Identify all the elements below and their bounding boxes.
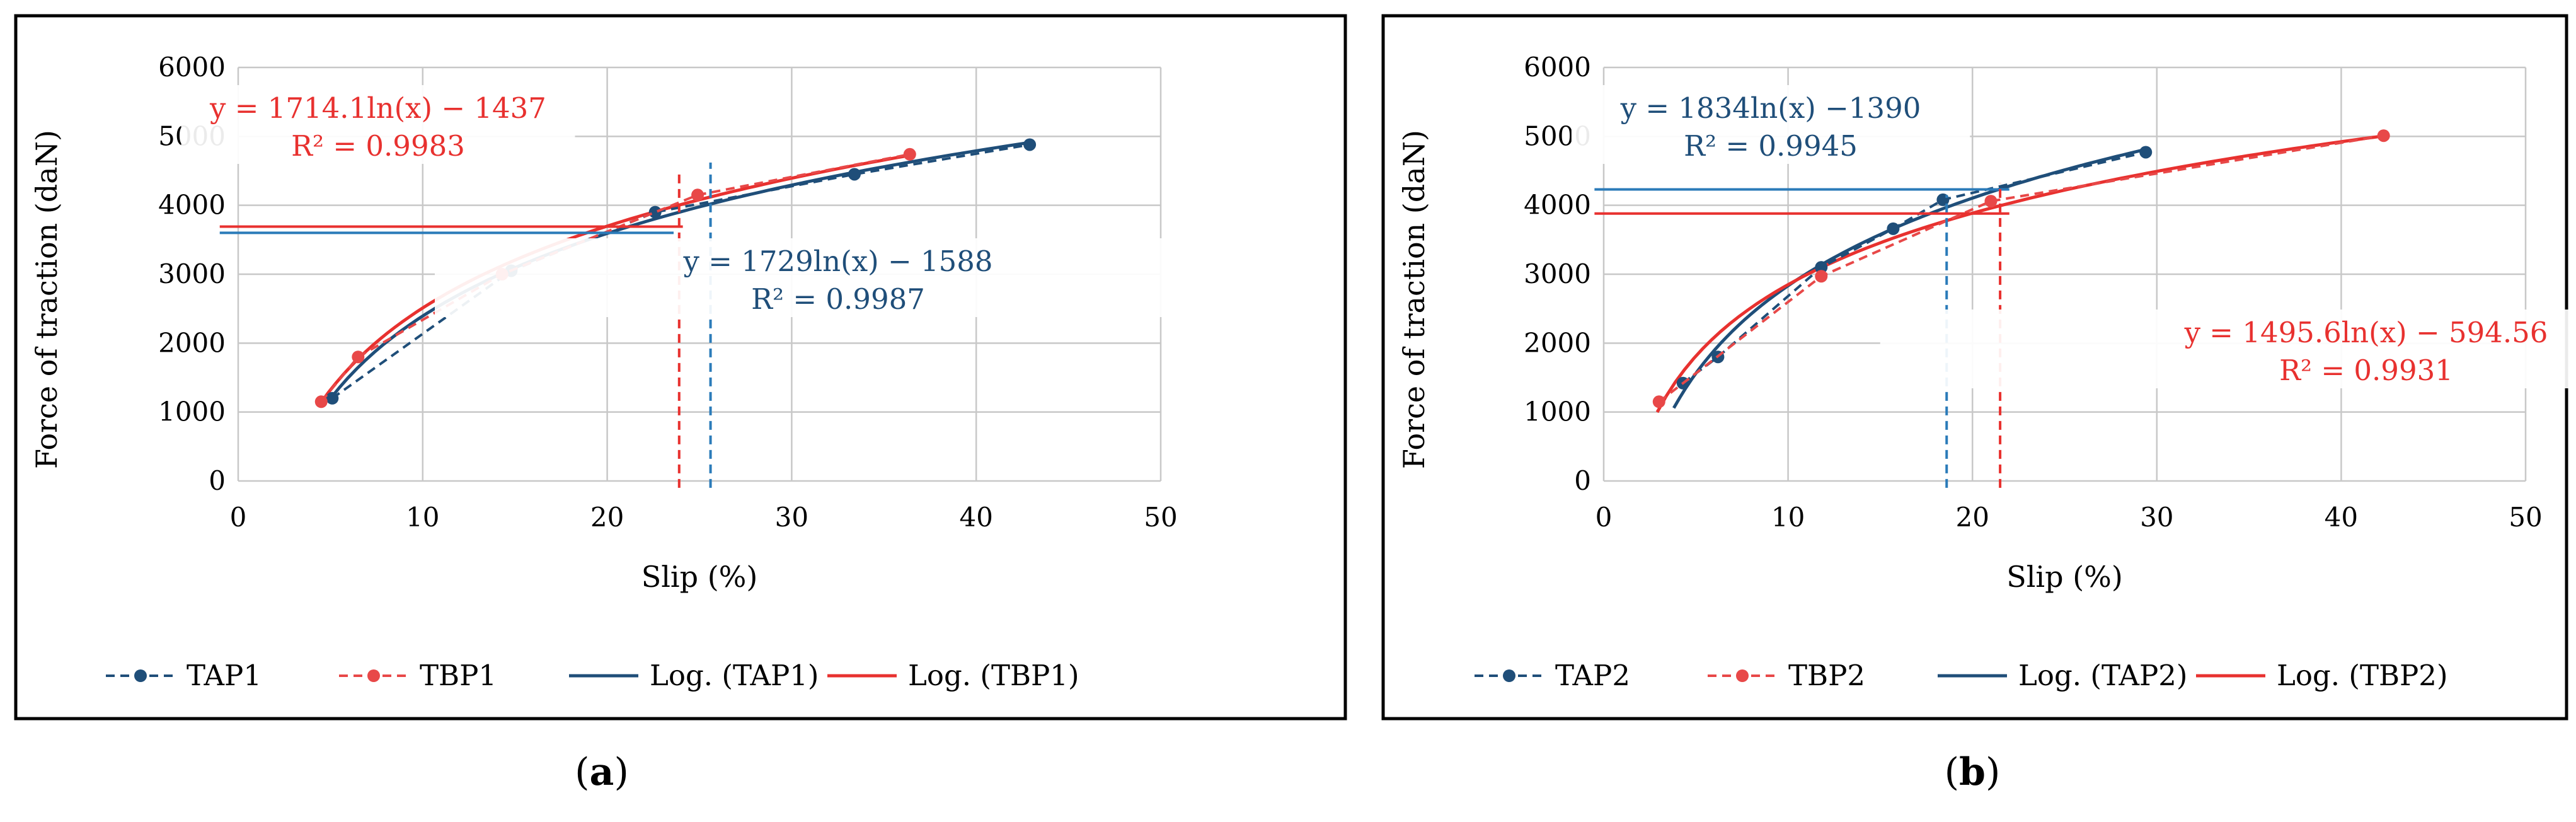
- equation-text: y = 1729ln(x) − 1588: [683, 245, 993, 278]
- data-point-tbp1: [314, 395, 328, 408]
- legend-marker: [367, 669, 380, 682]
- y-tick-label: 2000: [158, 327, 226, 358]
- y-tick-label: 6000: [1524, 52, 1591, 83]
- x-tick-label: 20: [1955, 502, 1989, 533]
- trendline-log-tbp2: [1655, 134, 2384, 414]
- x-tick-label: 30: [2140, 502, 2173, 533]
- legend-label: Log. (TBP1): [908, 659, 1079, 692]
- y-tick-label: 2000: [1524, 327, 1591, 358]
- legend-label: TAP2: [1555, 659, 1630, 692]
- legend-label: TBP2: [1788, 659, 1865, 692]
- equation-background: [435, 238, 1241, 317]
- y-tick-label: 3000: [158, 258, 226, 289]
- x-tick-label: 30: [775, 502, 808, 533]
- data-point-tap1: [648, 206, 662, 219]
- y-axis-label: Force of traction (daN): [1397, 130, 1431, 469]
- panel-label-paren: (: [575, 750, 589, 794]
- x-tick-label: 10: [1771, 502, 1805, 533]
- x-tick-label: 40: [2325, 502, 2358, 533]
- legend-label: Log. (TAP2): [2018, 659, 2187, 692]
- x-tick-label: 50: [2509, 502, 2542, 533]
- data-point-tap1: [1023, 138, 1037, 151]
- legend-label: TBP1: [420, 659, 497, 692]
- r-squared-text: R² = 0.9931: [2279, 354, 2453, 387]
- series-line-tbp2: [1658, 134, 2384, 403]
- chart-panel-a: 010002000300040005000600001020304050Slip…: [14, 14, 1347, 721]
- legend-label: Log. (TAP1): [650, 659, 819, 692]
- r-squared-text: R² = 0.9987: [751, 282, 925, 316]
- y-tick-label: 0: [1574, 465, 1591, 496]
- trendline-log-tap2: [1672, 148, 2146, 409]
- legend-label: Log. (TBP2): [2277, 659, 2448, 692]
- y-tick-label: 4000: [1524, 190, 1591, 221]
- x-tick-label: 20: [590, 502, 624, 533]
- data-point-tbp1: [352, 350, 365, 364]
- data-point-tap2: [2139, 146, 2153, 159]
- panel-label-paren: ): [1986, 750, 2000, 794]
- panel-label-letter: b: [1959, 750, 1986, 794]
- legend-marker: [134, 669, 147, 682]
- y-tick-label: 3000: [1524, 258, 1591, 289]
- x-tick-label: 50: [1144, 502, 1177, 533]
- data-point-tbp2: [1984, 195, 1998, 208]
- y-tick-label: 1000: [1524, 397, 1591, 427]
- equation-background: [1880, 310, 2576, 388]
- y-tick-label: 1000: [158, 397, 226, 427]
- x-tick-label: 10: [406, 502, 439, 533]
- data-point-tbp2: [1652, 395, 1665, 408]
- equation-text: y = 1834ln(x) −1390: [1620, 91, 1921, 125]
- y-axis-label: Force of traction (daN): [30, 130, 64, 469]
- data-point-tap2: [1887, 222, 1900, 235]
- panel-label-paren: (: [1945, 750, 1959, 794]
- y-tick-label: 0: [209, 465, 226, 496]
- data-point-tap2: [1815, 261, 1828, 274]
- legend: TAP1 TBP1 Log. (TAP1) Log. (TBP1): [106, 659, 1079, 692]
- data-point-tbp1: [903, 148, 916, 161]
- panel-label: (a): [575, 750, 629, 794]
- data-point-tbp1: [691, 188, 704, 202]
- data-point-tbp2: [1815, 270, 1828, 283]
- x-tick-label: 0: [230, 502, 247, 533]
- data-point-tbp2: [2377, 129, 2390, 142]
- r-squared-text: R² = 0.9945: [1684, 129, 1858, 163]
- equation-text: y = 1714.1ln(x) − 1437: [209, 91, 546, 125]
- x-axis-label: Slip (%): [2006, 560, 2123, 594]
- y-tick-label: 6000: [158, 52, 226, 83]
- data-point-tap1: [326, 391, 339, 405]
- y-tick-label: 4000: [158, 190, 226, 221]
- panel-label-letter: a: [590, 750, 614, 794]
- legend-label: TAP1: [187, 659, 262, 692]
- x-axis-label: Slip (%): [641, 560, 758, 594]
- x-tick-label: 40: [959, 502, 992, 533]
- legend-marker: [1503, 669, 1515, 682]
- equation-background: [1571, 85, 1970, 164]
- r-squared-text: R² = 0.9983: [291, 129, 465, 163]
- data-point-tap1: [848, 168, 861, 181]
- legend: TAP2 TBP2 Log. (TAP2) Log. (TBP2): [1475, 659, 2448, 692]
- legend-marker: [1736, 669, 1749, 682]
- panel-label: (b): [1945, 750, 2001, 794]
- panel-label-paren: ): [614, 750, 628, 794]
- equation-text: y = 1495.6ln(x) − 594.56: [2184, 316, 2548, 349]
- x-tick-label: 0: [1596, 502, 1613, 533]
- equation-background: [181, 85, 575, 164]
